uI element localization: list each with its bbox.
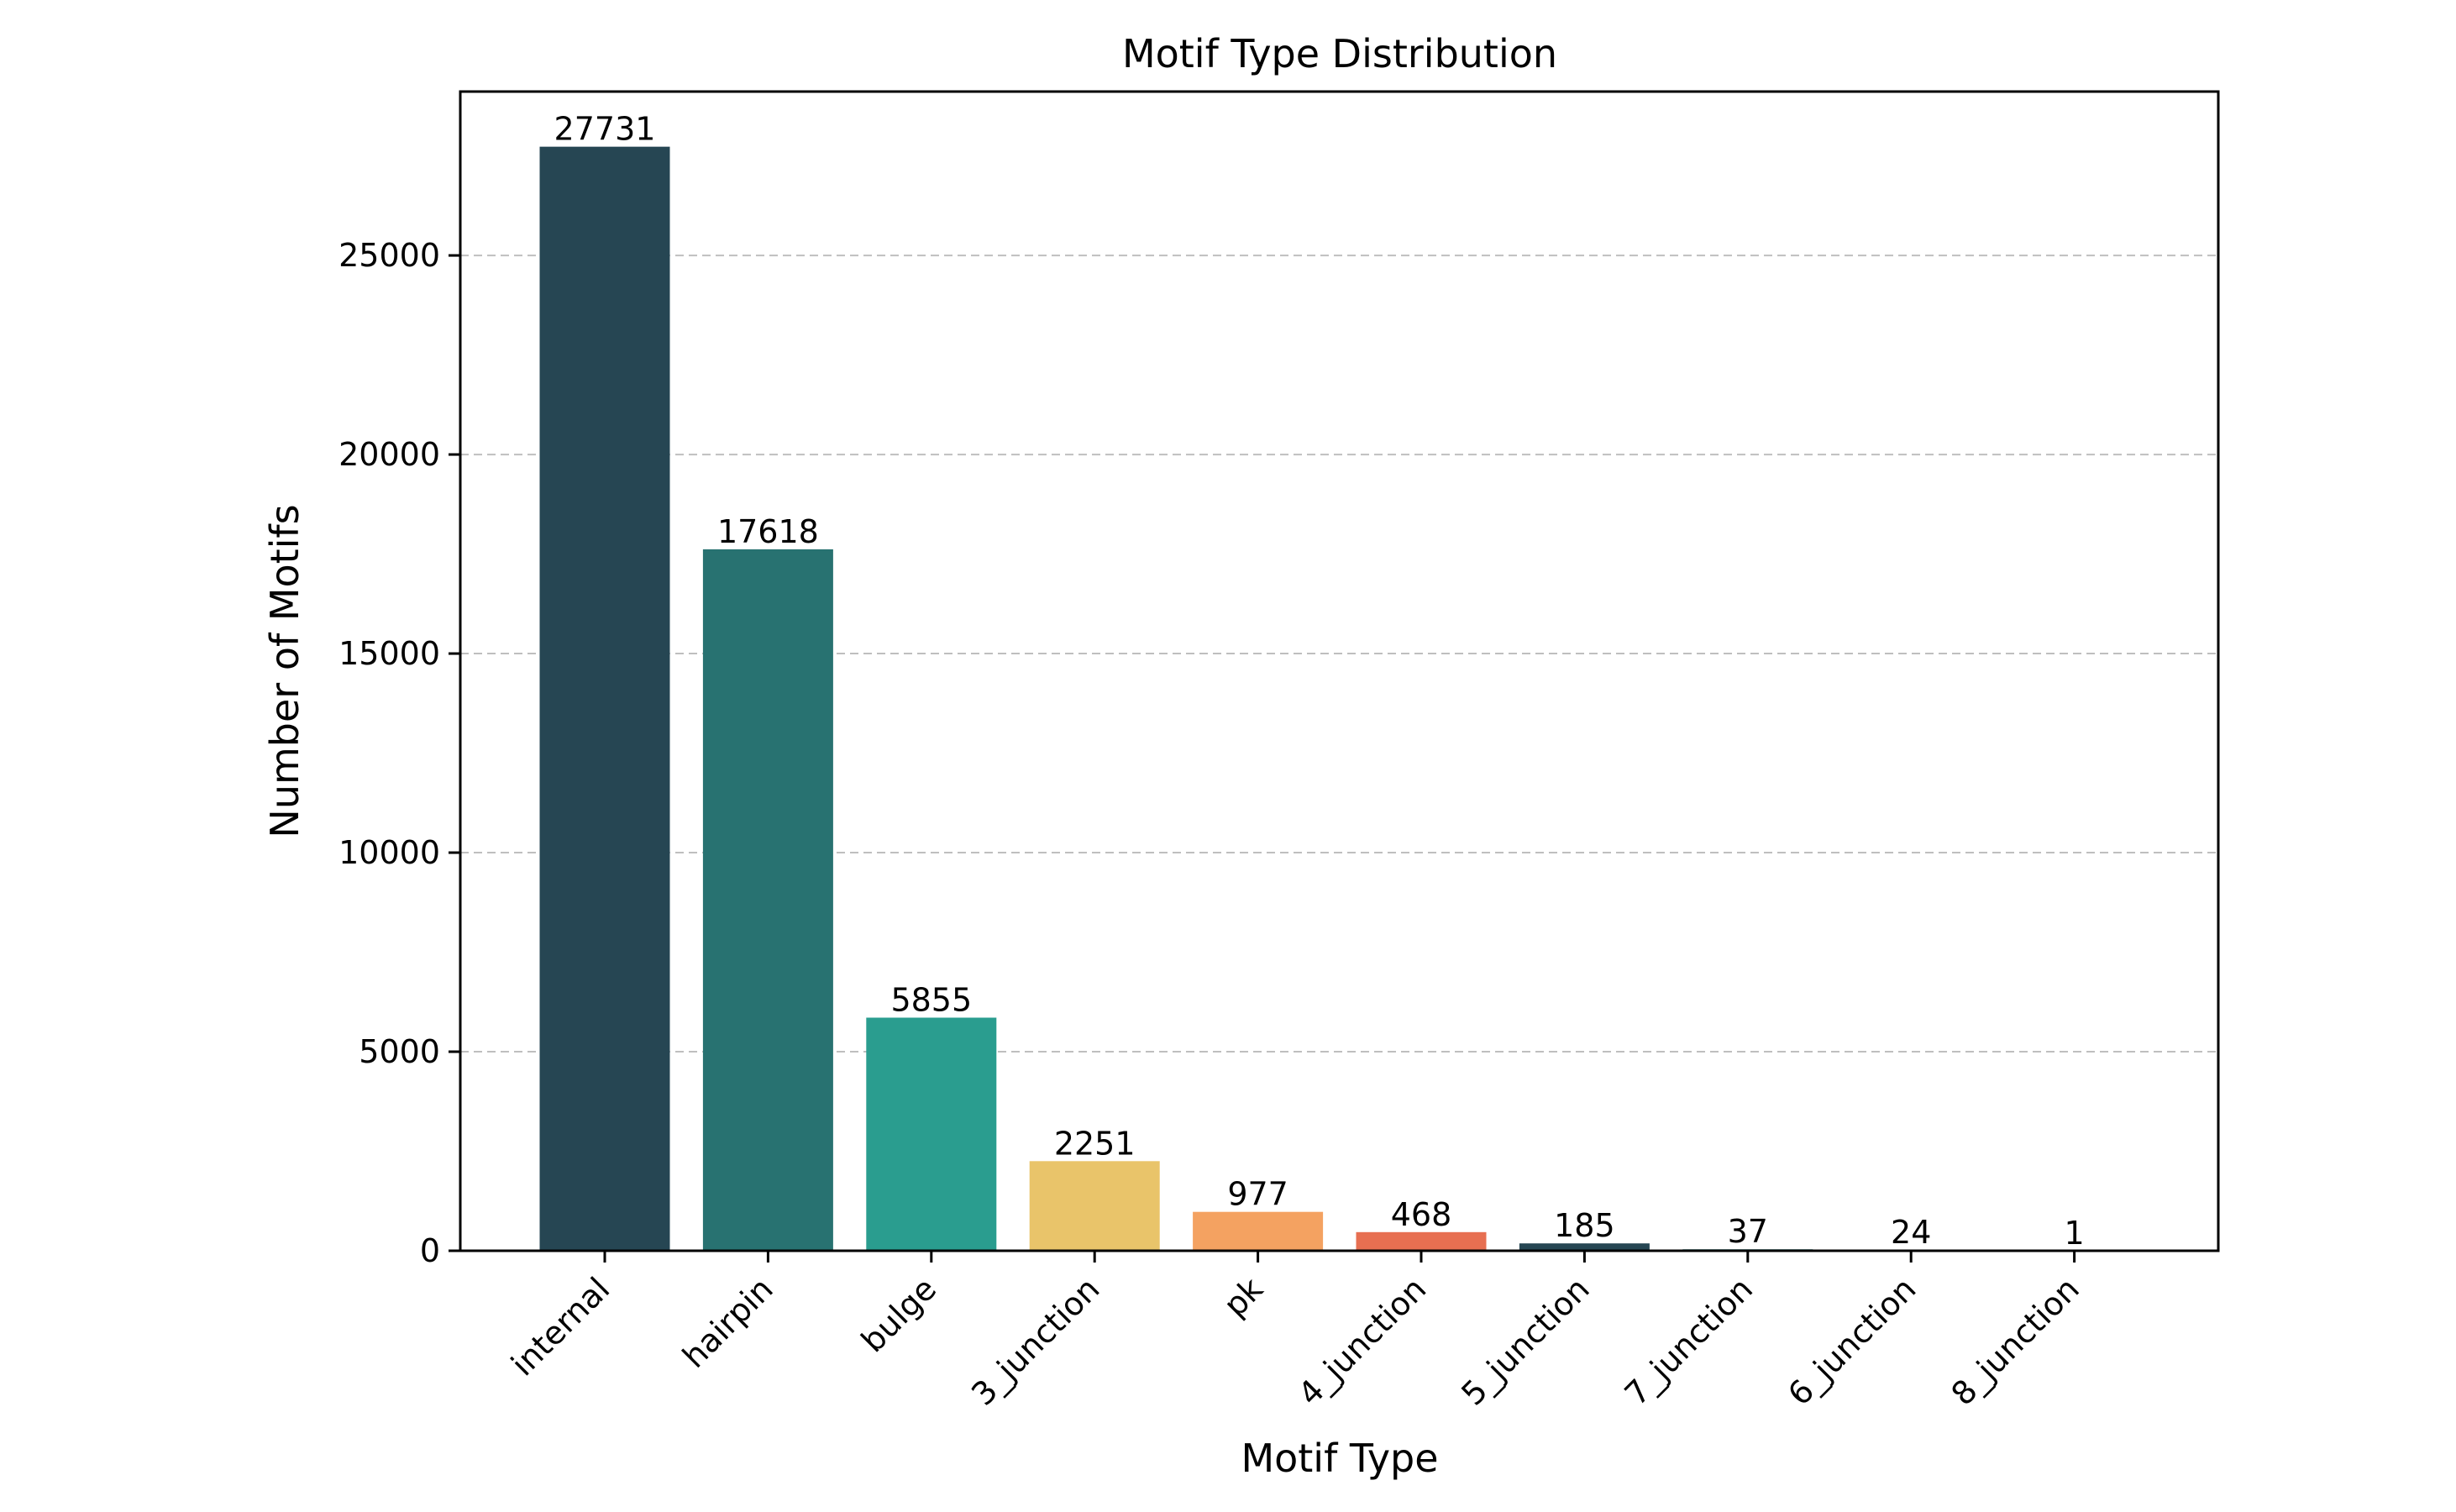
data-label-6_junction: 24 <box>1891 1214 1931 1251</box>
y-tick-label: 15000 <box>338 635 440 672</box>
x-tick-label: internal <box>504 1270 617 1383</box>
x-tick-label: pk <box>1216 1270 1270 1324</box>
chart-title: Motif Type Distribution <box>1122 31 1557 76</box>
data-label-internal: 27731 <box>554 111 656 148</box>
x-tick-label: hairpin <box>675 1270 780 1375</box>
x-tick-label: 7_junction <box>1618 1270 1760 1412</box>
y-tick-label: 25000 <box>338 237 440 274</box>
x-tick-label: 4_junction <box>1291 1270 1433 1412</box>
y-axis-ticks: 0 5000 10000 15000 20000 25000 <box>338 237 460 1269</box>
bars <box>539 146 2140 1252</box>
data-label-hairpin: 17618 <box>717 513 819 550</box>
data-label-pk: 977 <box>1227 1176 1288 1213</box>
bar-3_junction <box>1029 1161 1160 1251</box>
data-label-3_junction: 2251 <box>1054 1125 1136 1162</box>
y-axis-label: Number of Motifs <box>262 504 307 837</box>
plot-frame <box>459 90 2220 1252</box>
data-label-bulge: 5855 <box>890 981 972 1018</box>
gridlines <box>460 255 2218 1053</box>
data-labels: 27731 17618 5855 2251 977 468 185 37 24 1 <box>554 111 2085 1252</box>
x-tick-label: 6_junction <box>1781 1270 1923 1412</box>
bar-hairpin <box>702 549 833 1251</box>
data-label-5_junction: 185 <box>1554 1207 1615 1244</box>
x-axis-label: Motif Type <box>1241 1436 1438 1481</box>
data-label-4_junction: 468 <box>1391 1196 1452 1233</box>
y-tick-label: 5000 <box>359 1033 440 1070</box>
bar-internal <box>539 146 670 1252</box>
x-tick-label: 3_junction <box>964 1270 1106 1412</box>
y-tick-label: 20000 <box>338 436 440 473</box>
bar-bulge <box>866 1017 997 1251</box>
x-tick-label: 5_junction <box>1454 1270 1596 1412</box>
data-label-8_junction: 1 <box>2065 1215 2085 1252</box>
data-label-7_junction: 37 <box>1728 1213 1768 1250</box>
y-tick-label: 10000 <box>338 834 440 871</box>
bar-5_junction <box>1519 1243 1650 1251</box>
x-tick-label: bulge <box>854 1270 943 1359</box>
x-tick-label: 8_junction <box>1944 1270 2086 1412</box>
bar-pk <box>1193 1211 1324 1251</box>
bar-4_junction <box>1356 1231 1487 1251</box>
x-axis-ticks: internal hairpin bulge 3_junction pk 4_juncti… <box>504 1251 2086 1413</box>
y-tick-label: 0 <box>420 1232 440 1269</box>
